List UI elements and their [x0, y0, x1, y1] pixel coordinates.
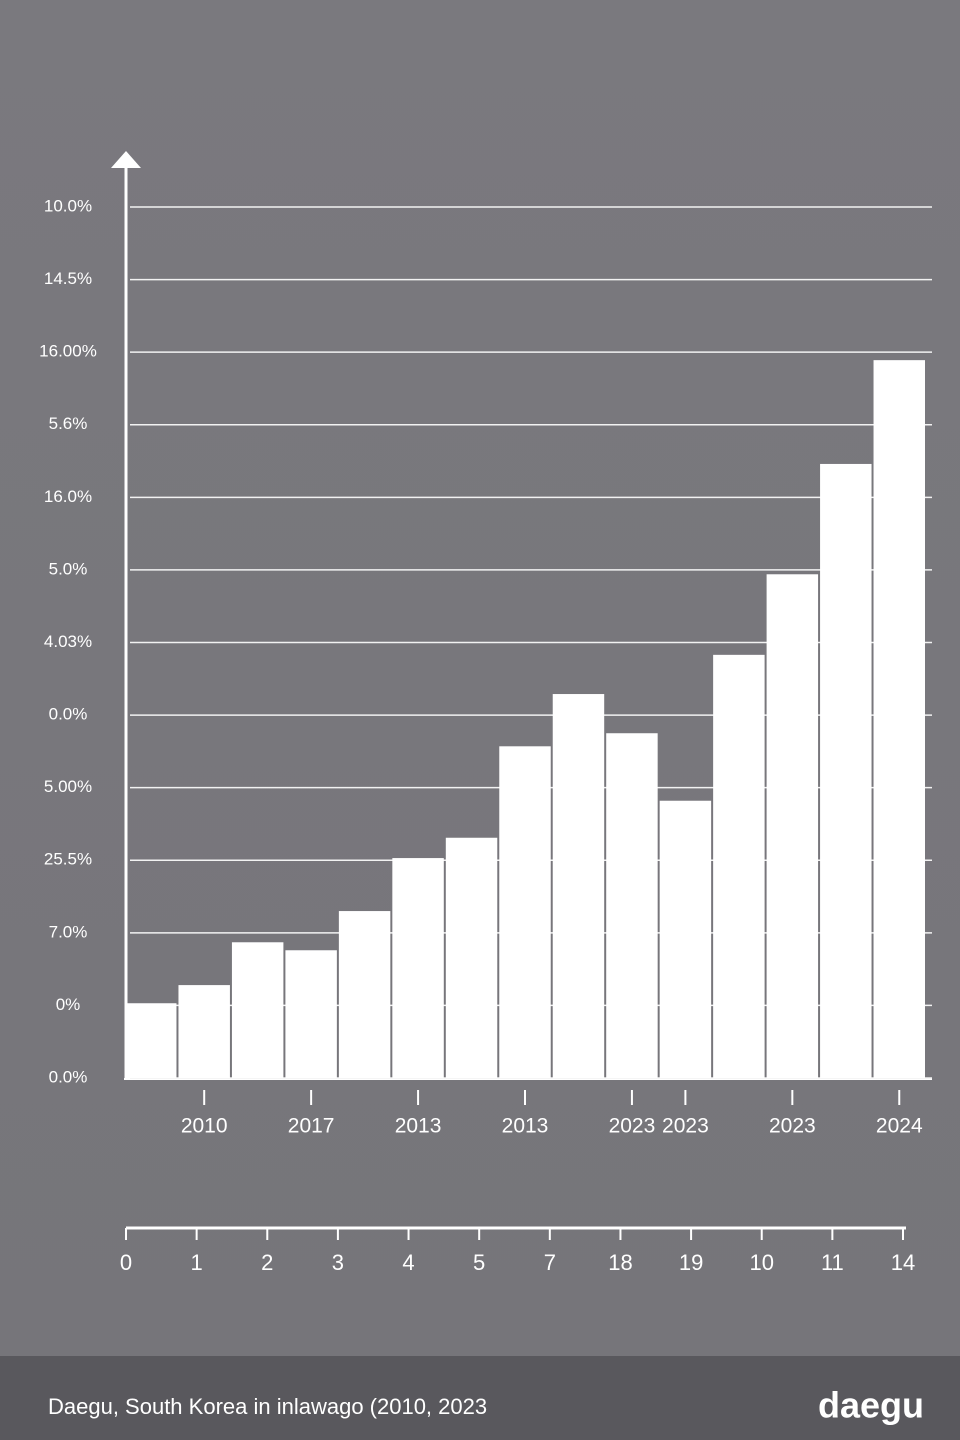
y-tick-label: 5.00%	[44, 777, 92, 796]
x2-tick-label: 19	[679, 1250, 703, 1275]
y-tick-label: 5.0%	[49, 559, 88, 578]
bar	[820, 463, 872, 1078]
x-tick-label: 2013	[502, 1115, 549, 1138]
x-tick-label: 2023	[769, 1115, 816, 1138]
x2-tick-label: 0	[120, 1250, 132, 1275]
brand: daegu	[818, 1385, 924, 1426]
bar	[659, 800, 712, 1078]
x-tick-label: 2023	[609, 1115, 656, 1138]
x-tick-label: 2024	[876, 1115, 923, 1138]
x-tick-label: 2010	[181, 1115, 228, 1138]
footer	[0, 1356, 960, 1440]
x2-tick-label: 7	[544, 1250, 556, 1275]
y-tick-label: 0.0%	[49, 705, 88, 724]
bar	[499, 746, 551, 1078]
bar	[766, 574, 819, 1078]
bar	[552, 694, 605, 1078]
x2-tick-label: 4	[402, 1250, 414, 1275]
x2-tick-label: 1	[191, 1250, 203, 1275]
x2-tick-label: 18	[608, 1250, 632, 1275]
y-tick-label: 10.0%	[44, 196, 92, 215]
y-tick-label: 16.0%	[44, 487, 92, 506]
x-tick-label: 2017	[288, 1115, 335, 1138]
x2-tick-label: 5	[473, 1250, 485, 1275]
y-tick-label: 16.00%	[39, 342, 97, 361]
x2-tick-label: 2	[261, 1250, 273, 1275]
x2-tick-label: 11	[821, 1250, 844, 1275]
bar	[392, 858, 444, 1078]
x2-tick-label: 3	[332, 1250, 344, 1275]
y-axis-arrow	[111, 151, 141, 168]
y-tick-label: 0.0%	[49, 1067, 88, 1086]
bar	[178, 985, 230, 1078]
bar	[873, 360, 925, 1078]
bar	[125, 1003, 177, 1078]
x-tick-label: 2023	[662, 1115, 709, 1138]
bar	[231, 942, 284, 1078]
bar	[713, 654, 765, 1078]
y-tick-label: 5.6%	[49, 414, 88, 433]
x-tick-label: 2013	[395, 1115, 442, 1138]
y-tick-label: 0%	[56, 995, 81, 1014]
bar	[338, 911, 391, 1078]
y-tick-label: 7.0%	[49, 922, 88, 941]
caption: Daegu, South Korea in inlawago (2010, 20…	[48, 1394, 487, 1419]
x2-tick-label: 14	[891, 1250, 915, 1275]
y-tick-label: 4.03%	[44, 632, 92, 651]
y-tick-label: 25.5%	[44, 850, 92, 869]
y-tick-label: 14.5%	[44, 269, 92, 288]
x2-tick-label: 10	[749, 1250, 773, 1275]
bar	[445, 837, 498, 1078]
bar	[285, 950, 337, 1078]
bar	[606, 733, 658, 1078]
